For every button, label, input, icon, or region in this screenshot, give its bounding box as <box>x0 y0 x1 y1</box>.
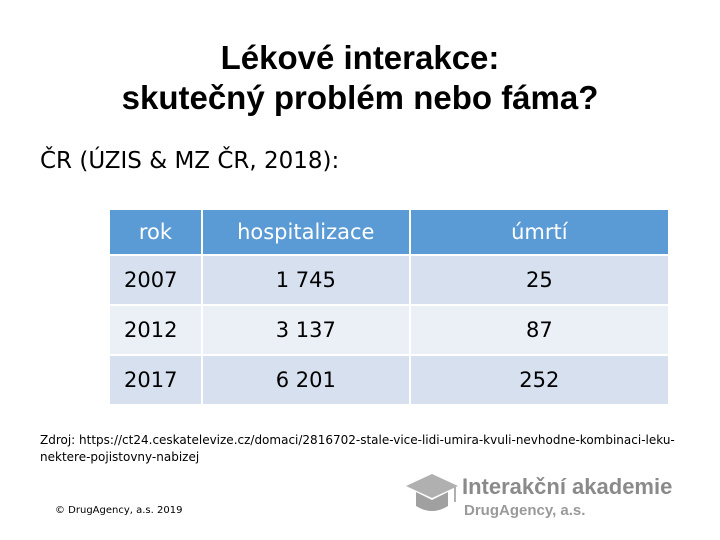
logo-company: DrugAgency, a.s. <box>464 502 586 519</box>
table-cell: 1 745 <box>200 254 411 306</box>
subtitle: ČR (ÚZIS & MZ ČR, 2018): <box>40 148 340 174</box>
logo-icon <box>406 474 458 511</box>
table-cell: 2007 <box>108 254 203 306</box>
header-cell: rok <box>108 208 203 256</box>
table-cell: 87 <box>408 304 671 356</box>
table-cell: 6 201 <box>200 354 411 406</box>
footer: © DrugAgency, a.s. 2019 <box>55 505 183 516</box>
table-cell: 3 137 <box>200 304 411 356</box>
source: Zdroj: https://ct24.ceskatelevize.cz/dom… <box>40 433 675 464</box>
table-cell: 2017 <box>108 354 203 406</box>
table-row: 2012 3 137 87 <box>108 304 671 356</box>
title: Lékové interakce: skutečný problém nebo … <box>0 38 720 118</box>
header-row: rok hospitalizace úmrtí <box>108 208 671 256</box>
table-row: 2007 1 745 25 <box>108 254 671 306</box>
table-cell: 252 <box>408 354 671 406</box>
table-cell: 2012 <box>108 304 203 356</box>
data-table: rok hospitalizace úmrtí 2007 1 745 25 2012 3 1… <box>108 208 671 406</box>
header-cell: úmrtí <box>408 208 671 256</box>
table-body: 2007 1 745 25 2012 3 137 87 2017 6 201 252 <box>108 254 671 406</box>
header-cell: hospitalizace <box>200 208 411 256</box>
table-cell: 25 <box>408 254 671 306</box>
table-row: 2017 6 201 252 <box>108 354 671 406</box>
logo-name: Interakční akademie <box>462 474 673 499</box>
title-line: Lékové interakce: <box>220 39 500 76</box>
title-line: skutečný problém nebo fáma? <box>121 79 599 116</box>
